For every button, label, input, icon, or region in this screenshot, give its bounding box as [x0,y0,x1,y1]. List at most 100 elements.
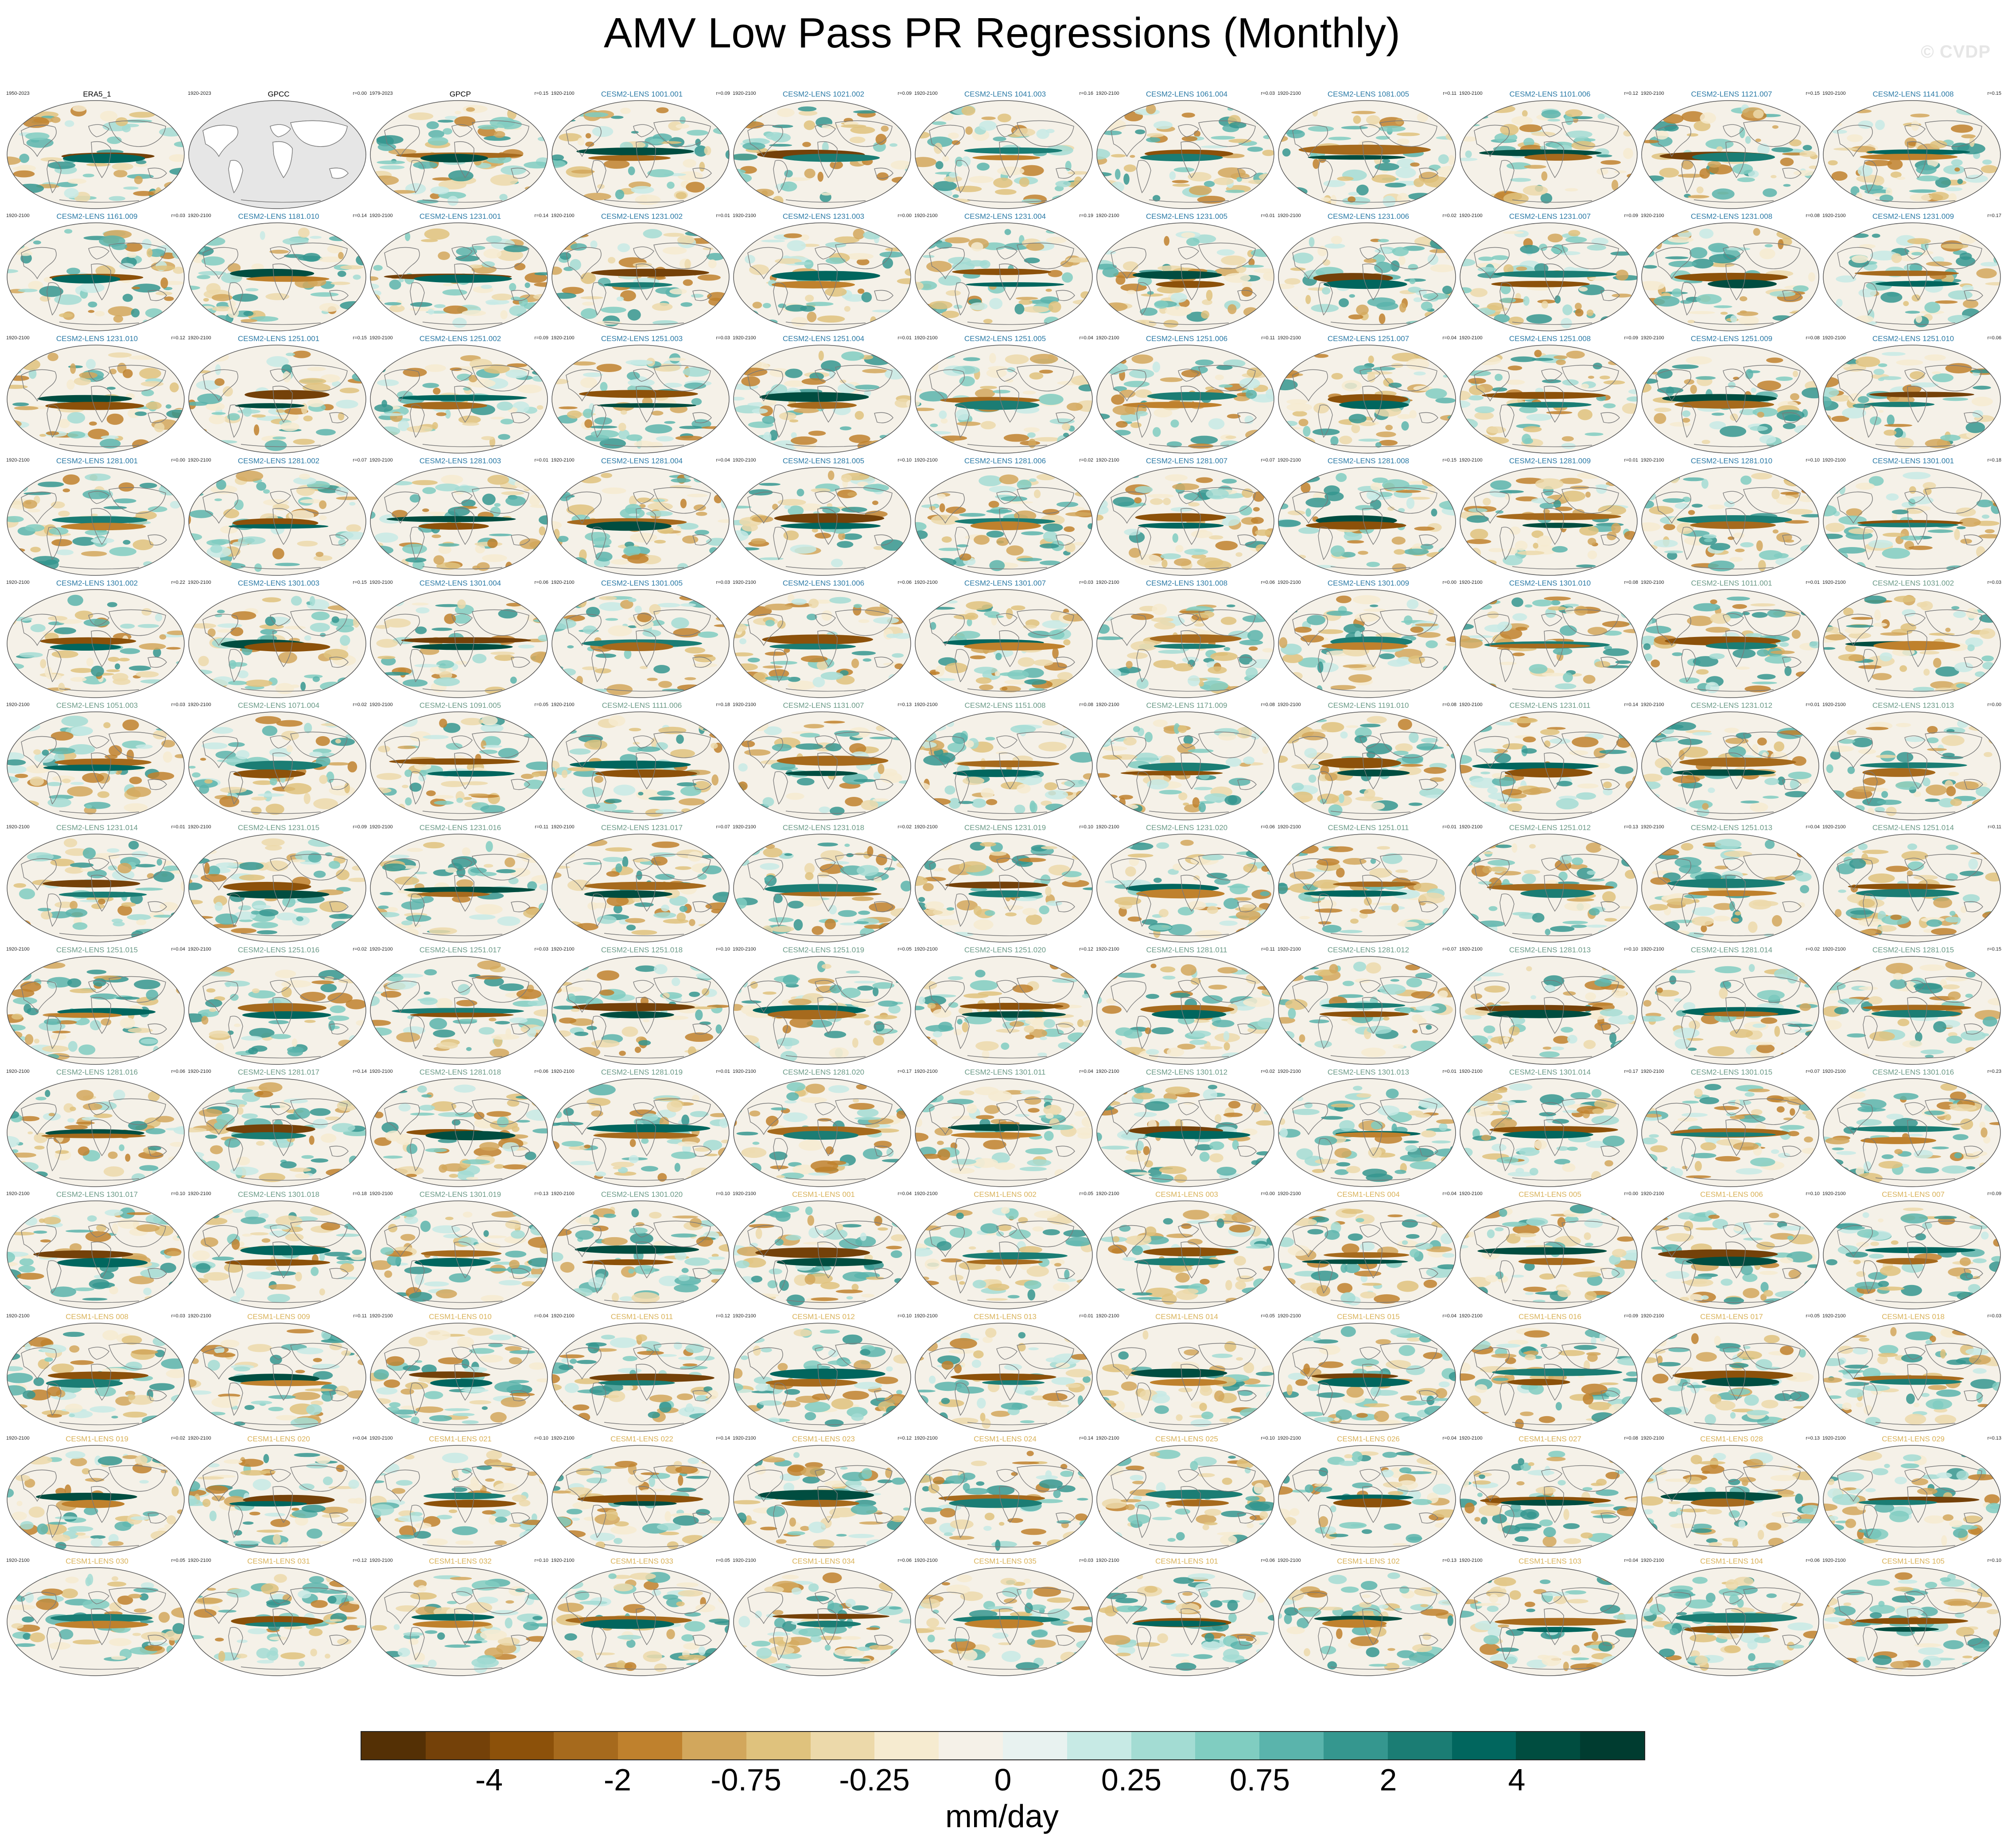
panel-title: CESM2-LENS 1231.019 [964,823,1046,832]
map-panel: 1920-2100 CESM2-LENS 1231.006 r=0.02 [1278,212,1459,335]
panel-title: CESM2-LENS 1251.016 [237,946,320,954]
panel-pattern-correlation: r=0.09 [353,824,367,830]
regression-map [370,1567,548,1676]
panel-pattern-correlation: r=0.14 [353,213,367,218]
panel-period: 1920-2100 [6,458,30,463]
map-panel: 1920-2100 CESM2-LENS 1091.005 r=0.05 [369,701,551,824]
panel-pattern-correlation: r=0.03 [1079,580,1094,585]
panel-pattern-correlation: r=0.14 [716,1436,730,1441]
panel-period: 1920-2100 [1822,335,1846,341]
map-panel: 1920-2100 CESM1-LENS 104 r=0.06 [1641,1557,1822,1680]
panel-pattern-correlation: r=0.04 [1442,1191,1457,1196]
map-panel: 1920-2100 CESM2-LENS 1231.009 r=0.17 [1822,212,2004,335]
regression-map [915,589,1093,698]
panel-title: CESM1-LENS 019 [66,1435,128,1443]
regression-map [1641,1078,1819,1187]
map-panel: 1920-2100 CESM2-LENS 1301.003 r=0.15 [188,579,369,702]
regression-map [188,467,366,576]
regression-map [1823,711,2001,820]
map-panel: 1920-2100 CESM2-LENS 1301.009 r=0.00 [1278,579,1459,702]
regression-map [551,956,730,1065]
map-panel: 1979-2023 GPCP r=0.15 [369,90,551,213]
panel-pattern-correlation: r=0.02 [353,947,367,952]
panel-period: 1920-2100 [1822,824,1846,830]
panel-pattern-correlation: r=0.02 [897,824,912,830]
regression-map [915,222,1093,331]
panel-title: CESM1-LENS 027 [1519,1435,1581,1443]
map-panel: 1920-2100 CESM1-LENS 033 r=0.05 [551,1557,733,1680]
regression-map [1096,467,1274,576]
map-panel: 1920-2100 CESM2-LENS 1281.005 r=0.10 [733,457,914,580]
map-panel: 1920-2100 CESM2-LENS 1251.003 r=0.03 [551,334,733,458]
regression-map [188,345,366,454]
panel-pattern-correlation: r=0.01 [716,213,730,218]
regression-map [1823,345,2001,454]
panel-pattern-correlation: r=0.10 [897,458,912,463]
panel-period: 1920-2100 [1822,947,1846,952]
map-panel: 1920-2100 CESM2-LENS 1121.007 r=0.15 [1641,90,1822,213]
panel-period: 1920-2100 [1459,1436,1483,1441]
map-panel: 1920-2100 CESM2-LENS 1251.020 r=0.12 [914,946,1096,1069]
panel-title: CESM1-LENS 016 [1519,1312,1581,1321]
panel-period: 1920-2100 [369,213,393,218]
panel-pattern-correlation: r=0.16 [1079,91,1094,96]
map-panel: 1920-2100 CESM2-LENS 1231.002 r=0.01 [551,212,733,335]
regression-map [1278,589,1456,698]
panel-pattern-correlation: r=0.08 [1624,1436,1639,1441]
panel-period: 1920-2100 [733,580,756,585]
panel-title: CESM2-LENS 1301.007 [964,579,1046,587]
panel-title: CESM1-LENS 007 [1882,1190,1945,1199]
panel-title: CESM2-LENS 1301.019 [419,1190,501,1199]
panel-title: CESM2-LENS 1171.009 [1146,701,1227,710]
panel-pattern-correlation: r=0.00 [1987,702,2002,707]
panel-pattern-correlation: r=0.06 [171,1069,186,1074]
panel-period: 1920-2100 [1278,335,1301,341]
panel-period: 1920-2100 [1278,580,1301,585]
panel-period: 1920-2100 [914,213,938,218]
panel-title: CESM2-LENS 1281.015 [1872,946,1954,954]
map-panel-grid: 1950-2023 ERA5_1 1920-2023 GPCC r=0.00 1979-2… [6,90,2004,1712]
map-panel: 1920-2100 CESM2-LENS 1281.011 r=0.11 [1096,946,1278,1069]
panel-period: 1920-2100 [6,702,30,707]
map-panel: 1920-2100 CESM2-LENS 1251.008 r=0.09 [1459,334,1641,458]
panel-pattern-correlation: r=0.07 [1261,458,1275,463]
regression-map [1460,711,1638,820]
regression-map [551,100,730,209]
map-panel: 1920-2100 CESM2-LENS 1281.016 r=0.06 [6,1068,188,1191]
map-panel: 1920-2100 CESM2-LENS 1231.010 r=0.12 [6,334,188,458]
panel-title: CESM2-LENS 1301.014 [1509,1068,1591,1076]
regression-map [551,1445,730,1554]
colorbar-swatch [554,1732,618,1759]
regression-map [1460,1445,1638,1554]
regression-map [915,345,1093,454]
panel-title: CESM1-LENS 026 [1337,1435,1400,1443]
panel-pattern-correlation: r=0.04 [1624,1558,1639,1563]
panel-period: 1920-2100 [551,702,575,707]
regression-map [1460,345,1638,454]
panel-title: CESM2-LENS 1151.008 [964,701,1046,710]
map-panel: 1920-2100 CESM2-LENS 1071.004 r=0.02 [188,701,369,824]
panel-title: CESM2-LENS 1281.020 [782,1068,865,1076]
panel-title: CESM1-LENS 001 [792,1190,855,1199]
regression-map [7,345,185,454]
panel-title: CESM2-LENS 1301.002 [56,579,138,587]
regression-map [1823,1445,2001,1554]
panel-period: 1920-2100 [1641,1558,1664,1563]
regression-map [7,956,185,1065]
panel-period: 1920-2100 [188,213,211,218]
panel-period: 1920-2100 [188,580,211,585]
regression-map [1641,467,1819,576]
panel-pattern-correlation: r=0.18 [716,702,730,707]
panel-period: 1920-2100 [369,1069,393,1074]
regression-map [1641,834,1819,943]
panel-title: CESM2-LENS 1281.012 [1327,946,1410,954]
regression-map [7,1200,185,1309]
map-panel: 1920-2100 CESM1-LENS 013 r=0.01 [914,1312,1096,1436]
panel-period: 1920-2100 [733,1069,756,1074]
panel-period: 1920-2100 [914,824,938,830]
panel-title: CESM2-LENS 1281.003 [419,457,501,465]
regression-map [733,1078,911,1187]
regression-map [188,956,366,1065]
panel-title: CESM1-LENS 015 [1337,1312,1400,1321]
regression-map [1823,222,2001,331]
